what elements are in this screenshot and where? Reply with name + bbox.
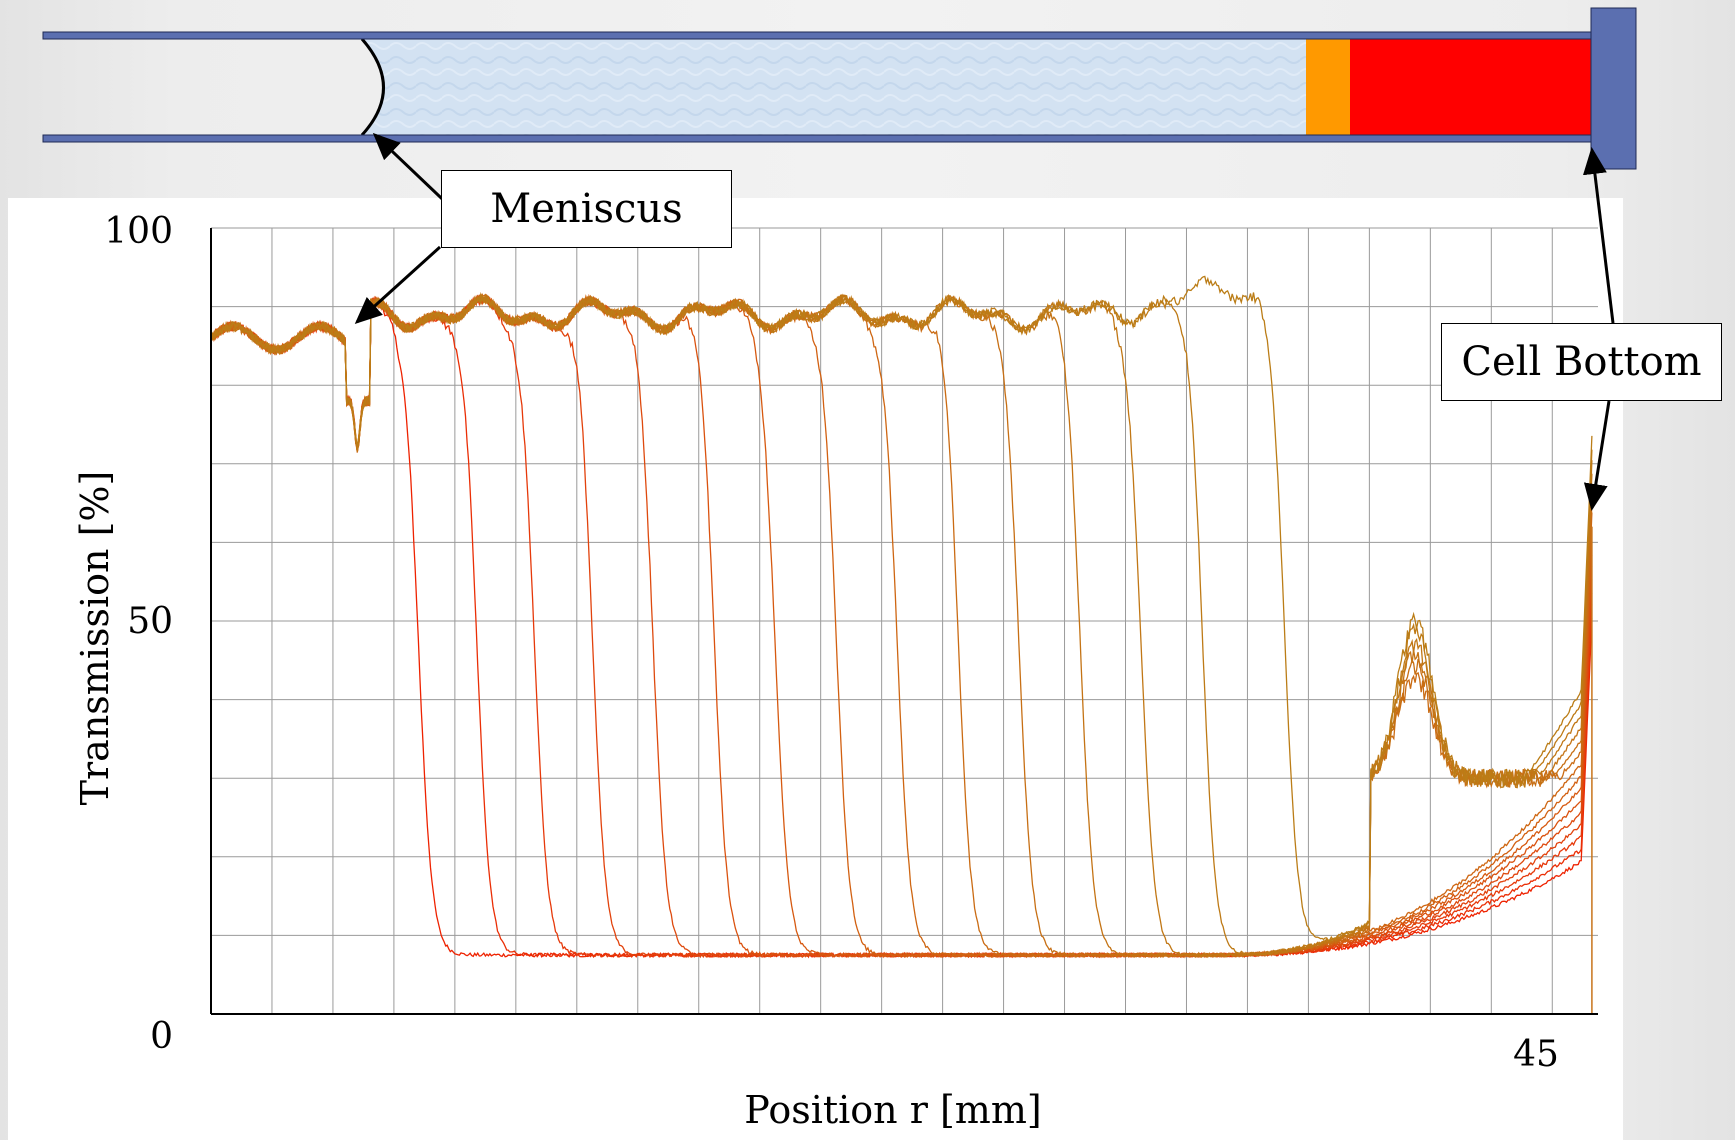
orange-layer <box>1306 39 1350 135</box>
cell-bottom-cap <box>1590 7 1637 170</box>
tube-wall-bottom <box>42 134 1594 143</box>
y-axis-label: Transmission [%] <box>73 471 117 806</box>
liquid-column <box>362 39 1306 135</box>
meniscus-label: Meniscus <box>490 186 683 232</box>
profile-line <box>210 293 1593 959</box>
grid <box>211 227 1598 1014</box>
chart-svg: 100 50 0 45 Position r [mm] Transmission… <box>73 211 1598 1132</box>
x-tick-45: 45 <box>1513 1034 1559 1075</box>
tube-wall-top <box>42 31 1594 40</box>
red-layer <box>1350 39 1591 135</box>
chart-area: 100 50 0 45 Position r [mm] Transmission… <box>8 198 1623 1140</box>
meniscus-curve <box>360 38 385 137</box>
meniscus-callout: Meniscus <box>441 170 732 248</box>
profiles <box>210 275 1593 1014</box>
cell-bottom-label: Cell Bottom <box>1461 339 1702 385</box>
profile-line <box>210 275 1593 941</box>
y-tick-0: 0 <box>150 1016 173 1057</box>
x-axis-label: Position r [mm] <box>744 1088 1041 1132</box>
y-tick-50: 50 <box>127 601 173 642</box>
profile-line <box>210 297 1593 959</box>
y-tick-100: 100 <box>104 211 173 252</box>
cell-diagram <box>42 7 1637 170</box>
cell-bottom-callout: Cell Bottom <box>1441 323 1722 401</box>
